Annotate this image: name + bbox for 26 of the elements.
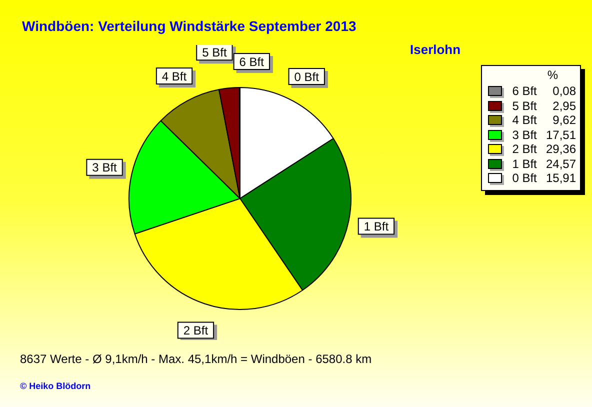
slice-label: 3 Bft [92,160,118,175]
text: 8637 Werte - Ø 9,1km/h - Max. 45,1km/h = Windböen - 6580.8 km [20,352,372,366]
slice-label: 5 Bft [202,45,228,60]
legend-label: 2 Bft [512,142,538,156]
slice-label: 0 Bft [294,70,320,84]
slice-label: 6 Bft [239,54,265,69]
data-label: 29,36 [544,142,576,156]
legend-label: 1 Bft [512,156,538,171]
legend-label: 6 Bft [512,84,538,98]
slice-label: 2 Bft [183,324,209,338]
legend-title: % [546,68,559,82]
text: © Heiko Blödorn [20,381,91,391]
data-label: 24,57 [544,156,576,171]
legend-label: 4 Bft [512,113,538,128]
legend-label: 3 Bft [512,128,538,142]
data-label: 15,91 [544,171,576,186]
slice-label: 4 Bft [162,69,188,84]
data-label: 9,62 [552,113,576,128]
legend-label: 0 Bft [512,171,538,186]
data-label: 2,95 [552,98,576,113]
chart-subtitle: Iserlohn [410,42,461,57]
data-label: 17,51 [544,128,576,142]
slice-label: 1 Bft [364,220,390,234]
legend-label: 5 Bft [512,98,538,113]
chart-title: Windböen: Verteilung Windstärke September 2013 [22,18,356,34]
data-label: 0,08 [552,84,576,98]
